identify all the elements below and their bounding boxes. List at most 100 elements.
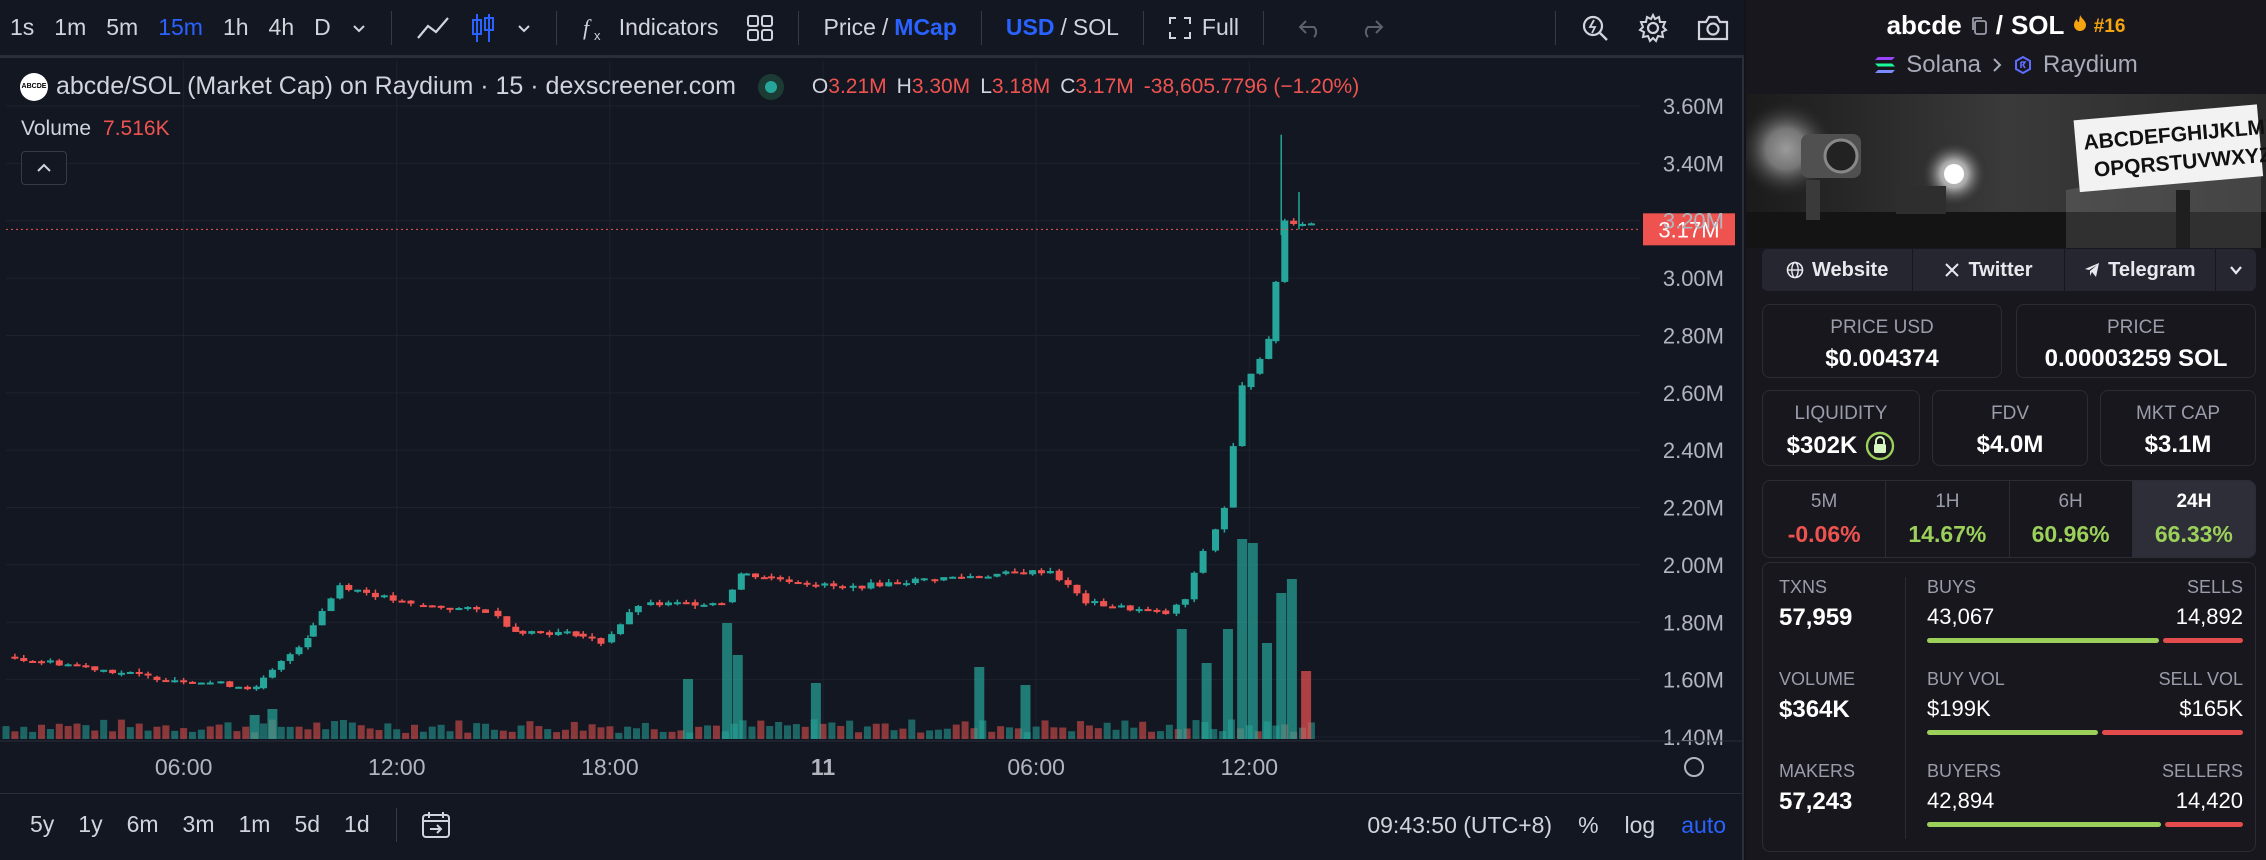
volume-bar	[215, 724, 223, 739]
change-tab-5m[interactable]: 5M -0.06%	[1763, 481, 1887, 557]
candle-body	[73, 664, 81, 667]
volume-bar	[899, 728, 907, 739]
live-status-icon	[757, 73, 784, 100]
quick-search-button[interactable]	[1570, 13, 1620, 43]
token-banner-image: ABCDEFGHIJKLMN OPQRSTUVWXYZ	[1746, 94, 2266, 248]
full-label: Full	[1201, 14, 1239, 40]
layouts-button[interactable]	[736, 14, 784, 42]
candle-body	[428, 605, 436, 608]
website-link[interactable]: Website	[1762, 249, 1914, 291]
volume-bar	[1014, 728, 1022, 739]
percent-scale-toggle[interactable]: %	[1578, 811, 1599, 838]
twitter-link[interactable]: Twitter	[1913, 249, 2065, 291]
settings-button[interactable]	[1628, 12, 1678, 43]
indicators-label: Indicators	[618, 14, 719, 40]
makers-label: MAKERS	[1779, 761, 1856, 781]
redo-icon	[1364, 19, 1384, 38]
price-mcap-toggle[interactable]: Price / MCap	[813, 14, 966, 41]
volume-bar	[722, 623, 733, 739]
range-5y[interactable]: 5y	[30, 811, 55, 837]
volume-bar	[11, 731, 19, 739]
pair-title: abcde / SOL #16	[1746, 10, 2266, 41]
range-1m[interactable]: 1m	[238, 811, 271, 837]
auto-scale-toggle[interactable]: auto	[1681, 811, 1726, 838]
candle-body	[894, 582, 902, 585]
timeframe-1s[interactable]: 1s	[10, 14, 35, 40]
volume-bar	[683, 679, 694, 739]
volume-bar	[846, 720, 854, 739]
timeframe-1m[interactable]: 1m	[54, 14, 87, 40]
chart-area[interactable]: 3.17M 3.60M 3.40M 3.20M 3.00M 2.80M 2.60M 2.40…	[0, 61, 1744, 793]
change-tab-6h[interactable]: 6H 60.96%	[2010, 481, 2133, 557]
range-5d[interactable]: 5d	[294, 811, 321, 837]
volume-bar	[792, 724, 800, 739]
change-tab-1h[interactable]: 1H 14.67%	[1886, 481, 2010, 557]
volume-bar	[677, 730, 685, 739]
x-tick-label: 12:00	[1220, 754, 1278, 780]
candle-body	[597, 638, 605, 644]
telegram-icon	[2085, 263, 2100, 277]
timeframe-4h[interactable]: 4h	[268, 14, 295, 40]
chevron-down-icon	[353, 24, 365, 32]
range-1y[interactable]: 1y	[78, 811, 103, 837]
volume-bar	[1085, 725, 1093, 739]
volume-bar	[934, 729, 942, 739]
log-scale-toggle[interactable]: log	[1624, 811, 1656, 838]
candles-button[interactable]	[460, 12, 506, 44]
candle-body	[235, 686, 243, 689]
goto-date-button[interactable]	[411, 810, 461, 840]
volume-bar	[1301, 671, 1312, 739]
volume-bar	[1148, 731, 1156, 739]
candle-body	[1046, 571, 1054, 574]
range-1d[interactable]: 1d	[344, 811, 370, 837]
candle-body	[1100, 601, 1108, 607]
chart-type-dropdown[interactable]	[506, 20, 542, 36]
collapse-legend-button[interactable]	[21, 151, 67, 185]
timeframe-dropdown[interactable]	[341, 20, 377, 36]
undo-button[interactable]	[1288, 18, 1334, 38]
x-tick-label: 06:00	[1007, 754, 1065, 780]
candle-body	[64, 664, 72, 667]
copy-icon[interactable]	[1970, 16, 1988, 36]
volume-bar	[974, 667, 985, 739]
candle-body	[958, 576, 966, 579]
candle-body	[455, 608, 463, 611]
volume-bar	[29, 731, 37, 739]
timeframe-d[interactable]: D	[314, 14, 331, 40]
divider	[1262, 10, 1264, 45]
volume-bar	[1307, 722, 1315, 739]
chevron-down-icon	[518, 24, 530, 32]
volume-bar	[695, 726, 703, 739]
more-links-button[interactable]	[2216, 249, 2256, 291]
timeframe-15m[interactable]: 15m	[158, 14, 203, 40]
volume-bar	[668, 731, 676, 739]
candle-body	[1272, 281, 1280, 342]
timeframe-5m[interactable]: 5m	[106, 14, 139, 40]
volume-stat-value: $364K	[1779, 696, 1850, 723]
y-tick-label: 2.60M	[1663, 381, 1724, 406]
dex-name[interactable]: Raydium	[2043, 51, 2138, 78]
volume-bar	[970, 728, 978, 739]
redo-button[interactable]	[1348, 18, 1394, 38]
line-chart-button[interactable]	[406, 14, 460, 42]
candle-body	[345, 584, 353, 590]
usd-sol-toggle[interactable]: USD / SOL	[996, 14, 1129, 41]
candle-body	[803, 582, 811, 585]
lock-icon[interactable]	[1865, 431, 1895, 461]
mktcap-value: $3.1M	[2144, 431, 2212, 458]
range-3m[interactable]: 3m	[182, 811, 215, 837]
chain-name[interactable]: Solana	[1906, 51, 1982, 78]
sellers-bar	[2164, 822, 2243, 827]
fullscreen-button[interactable]: Full	[1158, 14, 1249, 41]
change-tab-24h[interactable]: 24H 66.33%	[2132, 481, 2255, 557]
candle-body	[1029, 570, 1037, 575]
telegram-link[interactable]: Telegram	[2065, 249, 2216, 291]
screenshot-button[interactable]	[1686, 14, 1740, 42]
timeframe-1h[interactable]: 1h	[222, 14, 249, 40]
y-tick-label: 3.40M	[1663, 151, 1724, 176]
candle-body	[197, 682, 205, 685]
range-6m[interactable]: 6m	[126, 811, 159, 837]
candle-body	[608, 634, 616, 643]
